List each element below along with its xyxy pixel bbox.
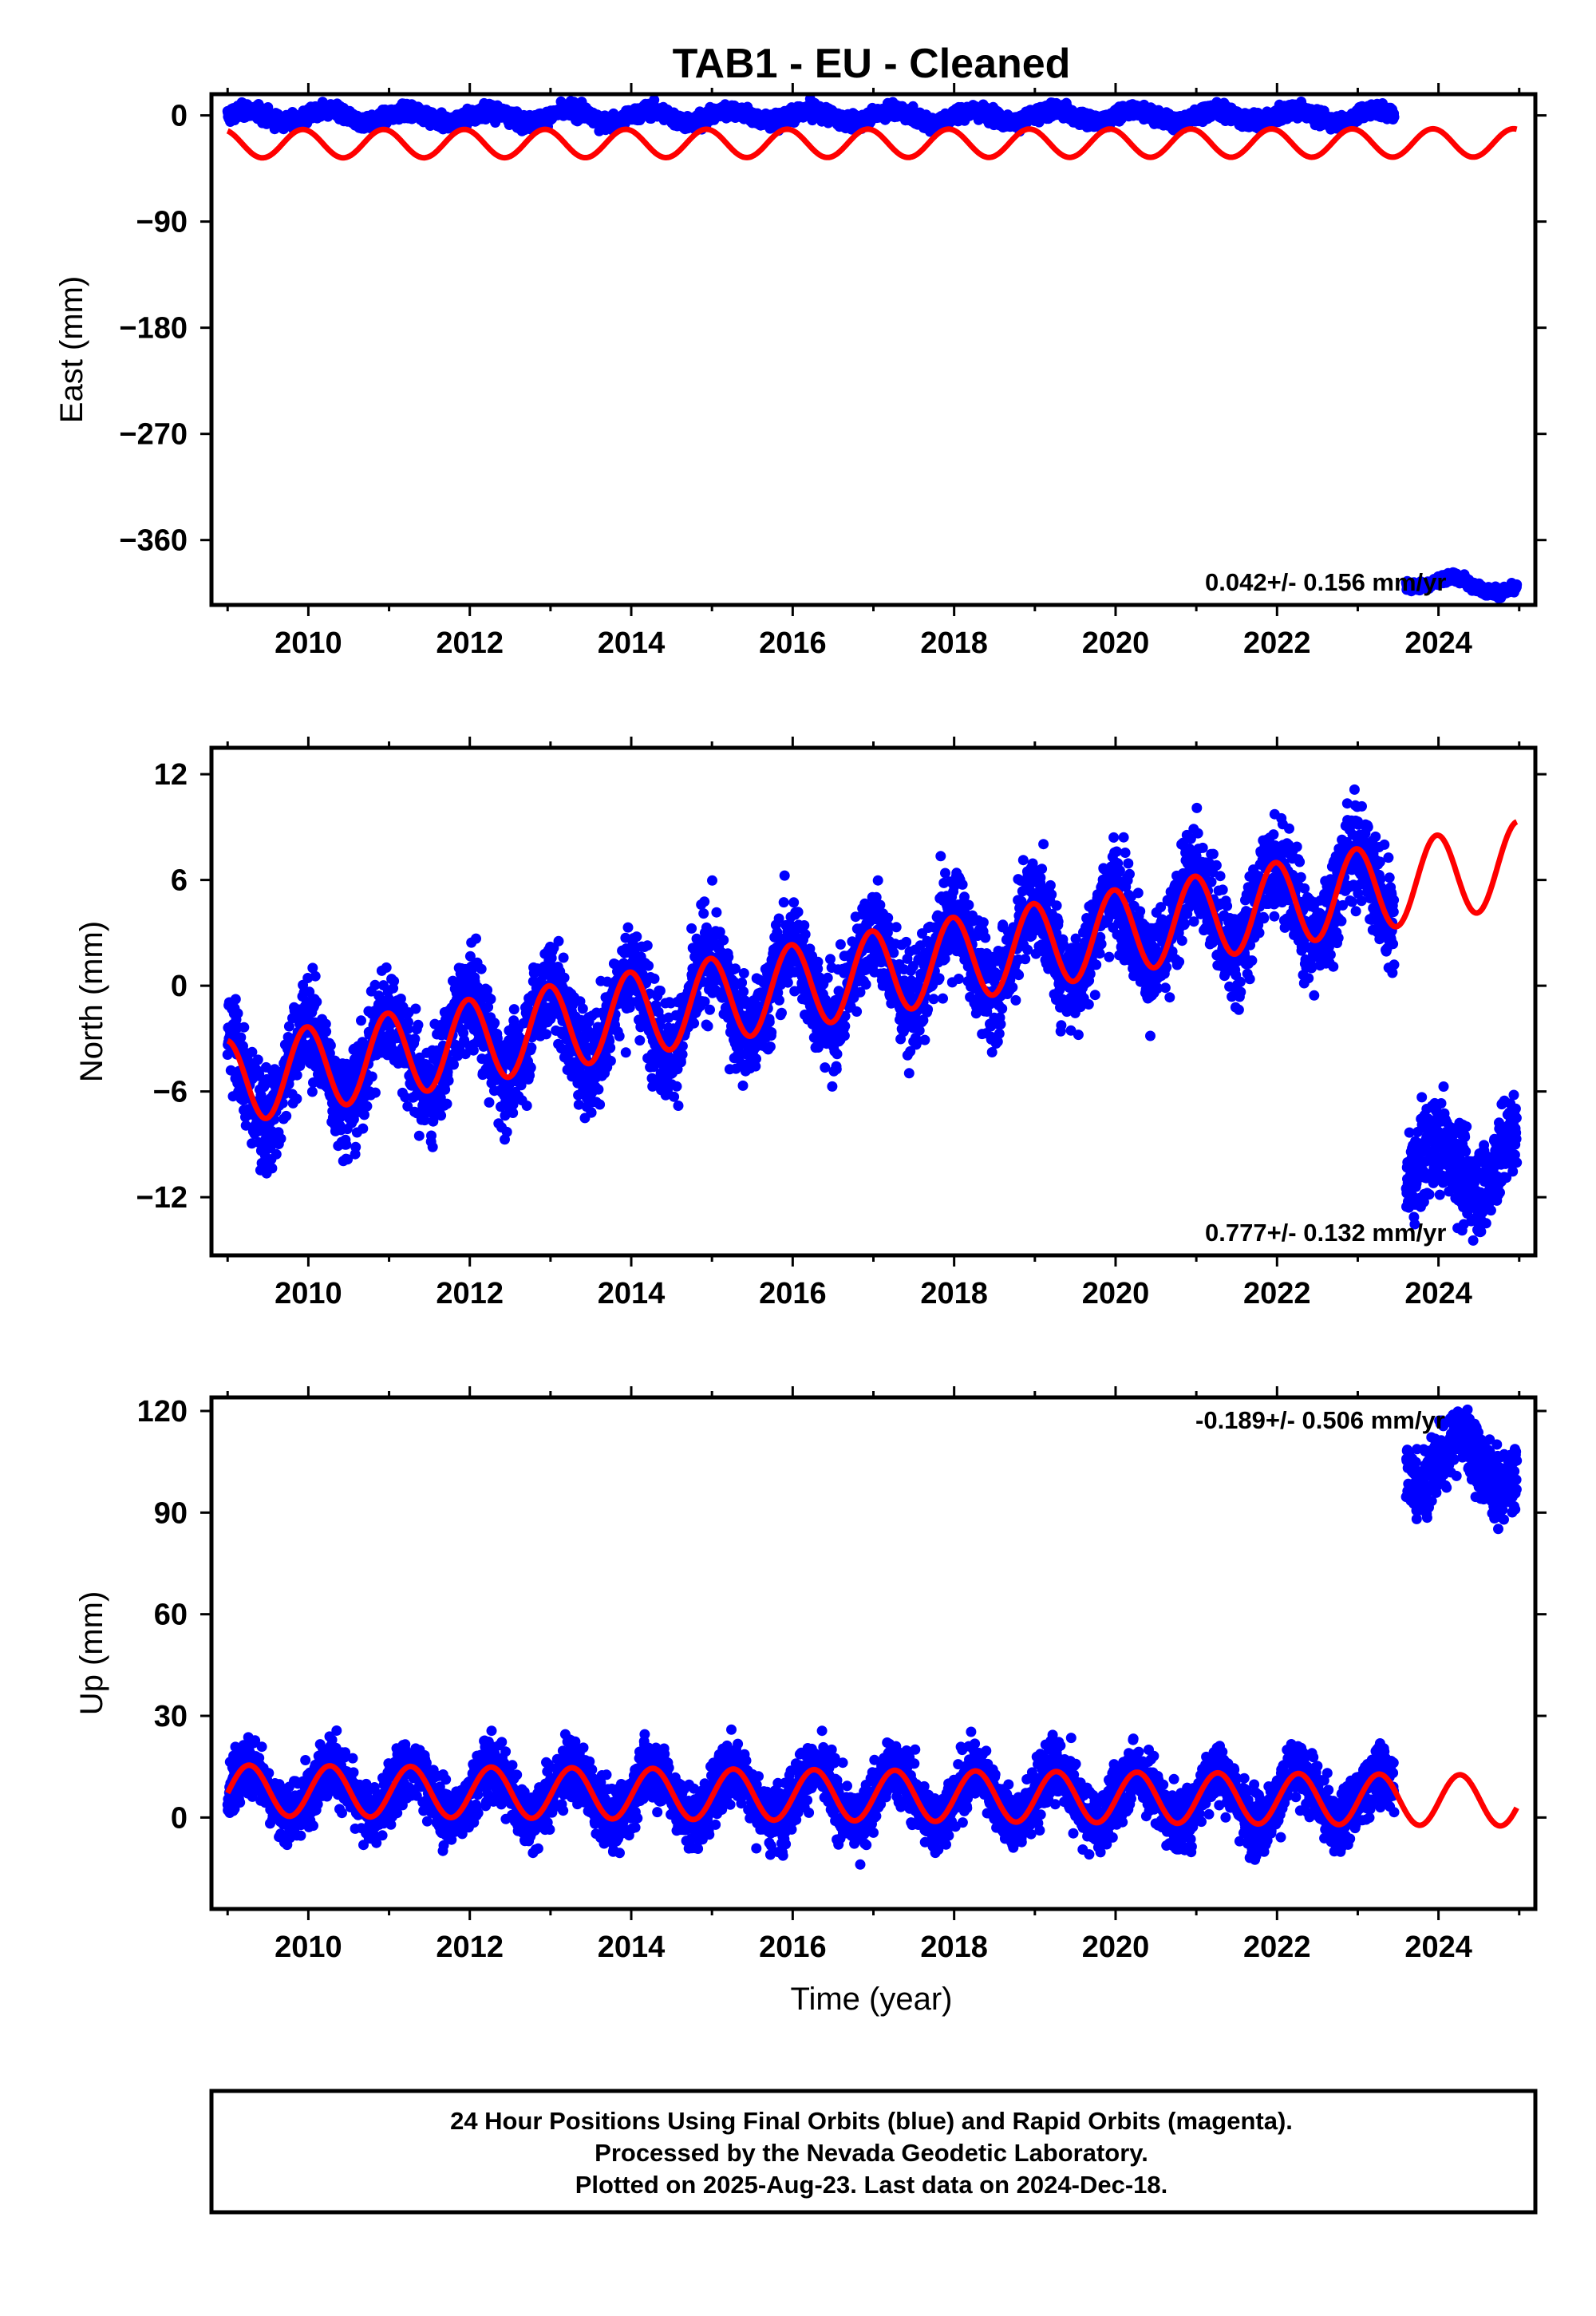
x-tick-label: 2022 xyxy=(1243,626,1311,660)
data-point xyxy=(254,1069,265,1080)
x-tick-label: 2020 xyxy=(1082,626,1150,660)
data-point xyxy=(230,994,241,1005)
y-tick-label: 0 xyxy=(171,100,188,133)
x-tick-label: 2012 xyxy=(436,626,504,660)
x-tick-label: 2016 xyxy=(759,626,827,660)
data-point xyxy=(235,1032,247,1043)
data-point xyxy=(252,1054,263,1065)
data-point xyxy=(1511,579,1523,590)
x-tick-label: 2018 xyxy=(920,626,988,660)
east-rate-label: 0.042+/- 0.156 mm/yr xyxy=(1205,568,1446,596)
east-data-series xyxy=(222,94,1523,603)
east-panel: 2010 2012 2014 2016 2018 2020 2022 2024 0 −90 −180… xyxy=(54,83,1547,660)
x-tick-label: 2024 xyxy=(1404,626,1472,660)
data-point xyxy=(240,1120,251,1131)
north-plot-area xyxy=(222,784,1523,1246)
x-tick-label: 2010 xyxy=(275,626,342,660)
east-y-axis-label: East (mm) xyxy=(54,276,89,423)
east-plot-area xyxy=(222,94,1523,603)
data-point xyxy=(247,1046,258,1057)
data-point xyxy=(267,1163,278,1174)
data-point xyxy=(649,94,660,105)
data-point xyxy=(222,1049,233,1060)
x-tick-label: 2014 xyxy=(598,626,666,660)
data-point xyxy=(255,1089,267,1101)
north-data-series xyxy=(222,784,1523,1246)
east-model-curve xyxy=(226,125,1519,161)
data-point xyxy=(1389,112,1400,123)
data-point xyxy=(232,1008,243,1019)
y-tick-label: −270 xyxy=(119,418,188,452)
y-tick-label: −360 xyxy=(119,524,188,558)
y-tick-label: −90 xyxy=(136,206,188,239)
figure-title: TAB1 - EU - Cleaned xyxy=(673,41,1071,87)
y-tick-label: −180 xyxy=(119,312,188,346)
east-frame xyxy=(209,92,1538,607)
north-panel: 2010 2012 2014 2016 2018 2020 2022 20241260−6−1… xyxy=(74,737,1547,1310)
data-point xyxy=(239,1022,250,1033)
